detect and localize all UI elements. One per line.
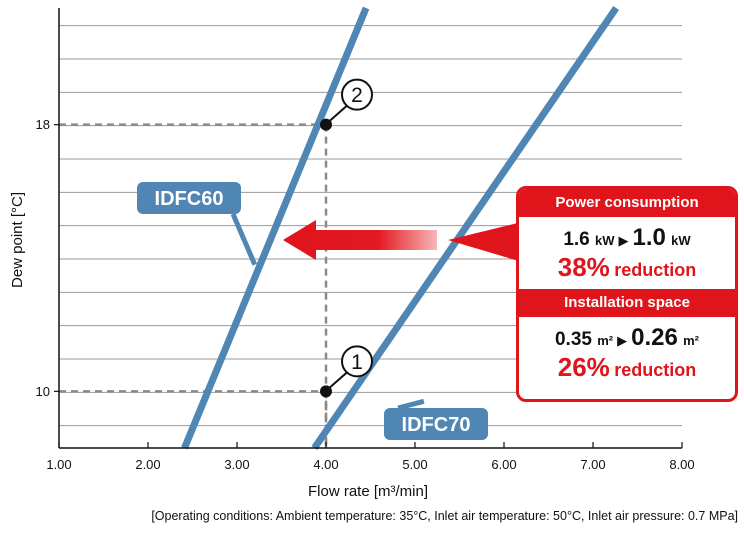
point-leader bbox=[329, 371, 348, 389]
point-leader bbox=[329, 104, 348, 122]
point-marker-circle bbox=[341, 78, 373, 111]
space-from-value: 0.35 bbox=[554, 328, 592, 350]
installation-space-title: Installation space bbox=[519, 289, 735, 317]
power-reduction-percent: 38% bbox=[557, 251, 610, 282]
series-tag-leader bbox=[230, 213, 258, 266]
series-tag-label: IDFC60 bbox=[155, 188, 224, 210]
data-point bbox=[320, 385, 332, 398]
y-tick-label: 10 bbox=[36, 384, 50, 399]
y-tick-labels: 10 18 bbox=[36, 117, 59, 399]
x-tick-label: 6.00 bbox=[491, 457, 516, 472]
point-marker-label: 2 bbox=[351, 84, 363, 107]
power-from-unit: kW bbox=[595, 232, 615, 248]
data-points: 12 bbox=[320, 78, 373, 398]
x-tick-label: 8.00 bbox=[669, 457, 694, 472]
guide-lines bbox=[59, 123, 328, 448]
x-tick-label: 2.00 bbox=[135, 457, 160, 472]
power-to-unit: kW bbox=[671, 232, 691, 248]
x-tick-label: 3.00 bbox=[224, 457, 249, 472]
space-values: 0.35 m² ▶ 0.26 m² bbox=[519, 324, 735, 352]
callout-pointer bbox=[448, 222, 522, 262]
x-tick-labels: 1.00 2.00 3.00 4.00 5.00 6.00 7.00 8.00 bbox=[46, 442, 695, 472]
power-reduction: 38% reduction bbox=[519, 252, 735, 283]
data-point bbox=[320, 118, 332, 131]
y-axis-label: Dew point [°C] bbox=[9, 192, 26, 288]
power-consumption-body: 1.6 kW ▶ 1.0 kW 38% reduction bbox=[519, 217, 735, 289]
space-reduction-label: reduction bbox=[614, 359, 697, 380]
triangle-right-icon: ▶ bbox=[618, 232, 629, 248]
x-tick-label: 5.00 bbox=[402, 457, 427, 472]
point-marker-circle bbox=[341, 345, 373, 378]
overlay-arrows bbox=[283, 220, 522, 262]
x-tick-label: 7.00 bbox=[580, 457, 605, 472]
power-from-value: 1.6 bbox=[563, 228, 590, 250]
x-tick-label: 1.00 bbox=[46, 457, 71, 472]
series-line-idfc60 bbox=[181, 6, 370, 450]
power-reduction-label: reduction bbox=[614, 259, 697, 280]
axes bbox=[58, 8, 682, 449]
series-tag-box bbox=[137, 182, 241, 214]
series-labels: IDFC60 IDFC70 bbox=[137, 182, 488, 440]
power-values: 1.6 kW ▶ 1.0 kW bbox=[519, 224, 735, 252]
footnote: [Operating conditions: Ambient temperatu… bbox=[151, 509, 738, 523]
power-consumption-title: Power consumption bbox=[519, 189, 735, 217]
reduction-arrow bbox=[283, 220, 437, 260]
x-tick-label: 4.00 bbox=[313, 457, 338, 472]
comparison-callout: Power consumption 1.6 kW ▶ 1.0 kW 38% redu… bbox=[516, 186, 738, 402]
x-axis-label: Flow rate [m³/min] bbox=[308, 483, 428, 500]
series-tag-label: IDFC70 bbox=[402, 414, 471, 436]
space-to-value: 0.26 bbox=[631, 323, 678, 351]
y-tick-label: 18 bbox=[36, 117, 50, 132]
space-reduction: 26% reduction bbox=[519, 352, 735, 383]
power-to-value: 1.0 bbox=[632, 223, 666, 251]
point-marker-label: 1 bbox=[351, 351, 363, 374]
series-tag-leader bbox=[397, 398, 425, 411]
space-from-unit: m² bbox=[597, 332, 614, 348]
installation-space-body: 0.35 m² ▶ 0.26 m² 26% reduction bbox=[519, 317, 735, 389]
triangle-right-icon: ▶ bbox=[617, 332, 628, 348]
series-tag-box bbox=[384, 408, 488, 440]
space-reduction-percent: 26% bbox=[557, 351, 610, 382]
gridlines bbox=[59, 25, 682, 427]
space-to-unit: m² bbox=[683, 332, 700, 348]
